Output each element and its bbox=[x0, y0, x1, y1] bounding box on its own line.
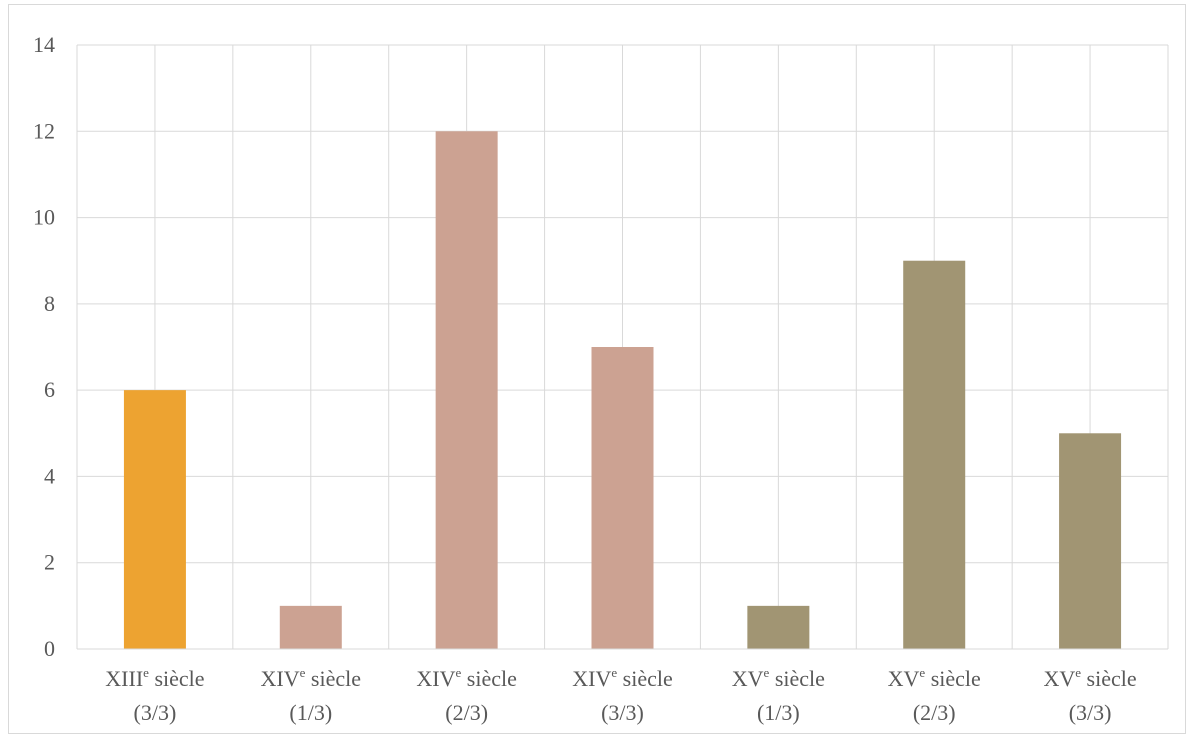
y-tick-label: 6 bbox=[44, 377, 55, 402]
y-tick-label: 8 bbox=[44, 291, 55, 316]
x-tick-label-part: (3/3) bbox=[134, 700, 177, 725]
y-tick-label: 10 bbox=[33, 205, 55, 230]
bar bbox=[747, 605, 810, 649]
x-tick-label: XIVe siècle bbox=[572, 665, 672, 691]
x-tick-label: XIVe siècle bbox=[416, 665, 516, 691]
x-tick-label: XVe siècle bbox=[888, 665, 981, 691]
x-tick-label-part: (3/3) bbox=[601, 700, 644, 725]
x-tick-label-part: (2/3) bbox=[913, 700, 956, 725]
bar bbox=[279, 605, 342, 649]
bar bbox=[123, 390, 186, 649]
x-tick-label: XIVe siècle bbox=[261, 665, 361, 691]
x-tick-label-part: (2/3) bbox=[445, 700, 488, 725]
bar bbox=[591, 347, 654, 649]
x-tick-label: XVe siècle bbox=[1043, 665, 1136, 691]
bar bbox=[903, 260, 966, 649]
y-tick-label: 14 bbox=[33, 32, 55, 57]
x-tick-label: XVe siècle bbox=[732, 665, 825, 691]
x-tick-label-part: (3/3) bbox=[1069, 700, 1112, 725]
bar bbox=[435, 131, 498, 650]
y-tick-label: 4 bbox=[44, 463, 55, 488]
y-tick-label: 0 bbox=[44, 636, 55, 661]
x-tick-label: XIIIe siècle bbox=[105, 665, 204, 691]
y-tick-label: 2 bbox=[44, 550, 55, 575]
x-tick-label-part: (1/3) bbox=[757, 700, 800, 725]
x-tick-label-part: (1/3) bbox=[289, 700, 332, 725]
y-tick-label: 12 bbox=[33, 118, 55, 143]
bar bbox=[1059, 433, 1122, 649]
